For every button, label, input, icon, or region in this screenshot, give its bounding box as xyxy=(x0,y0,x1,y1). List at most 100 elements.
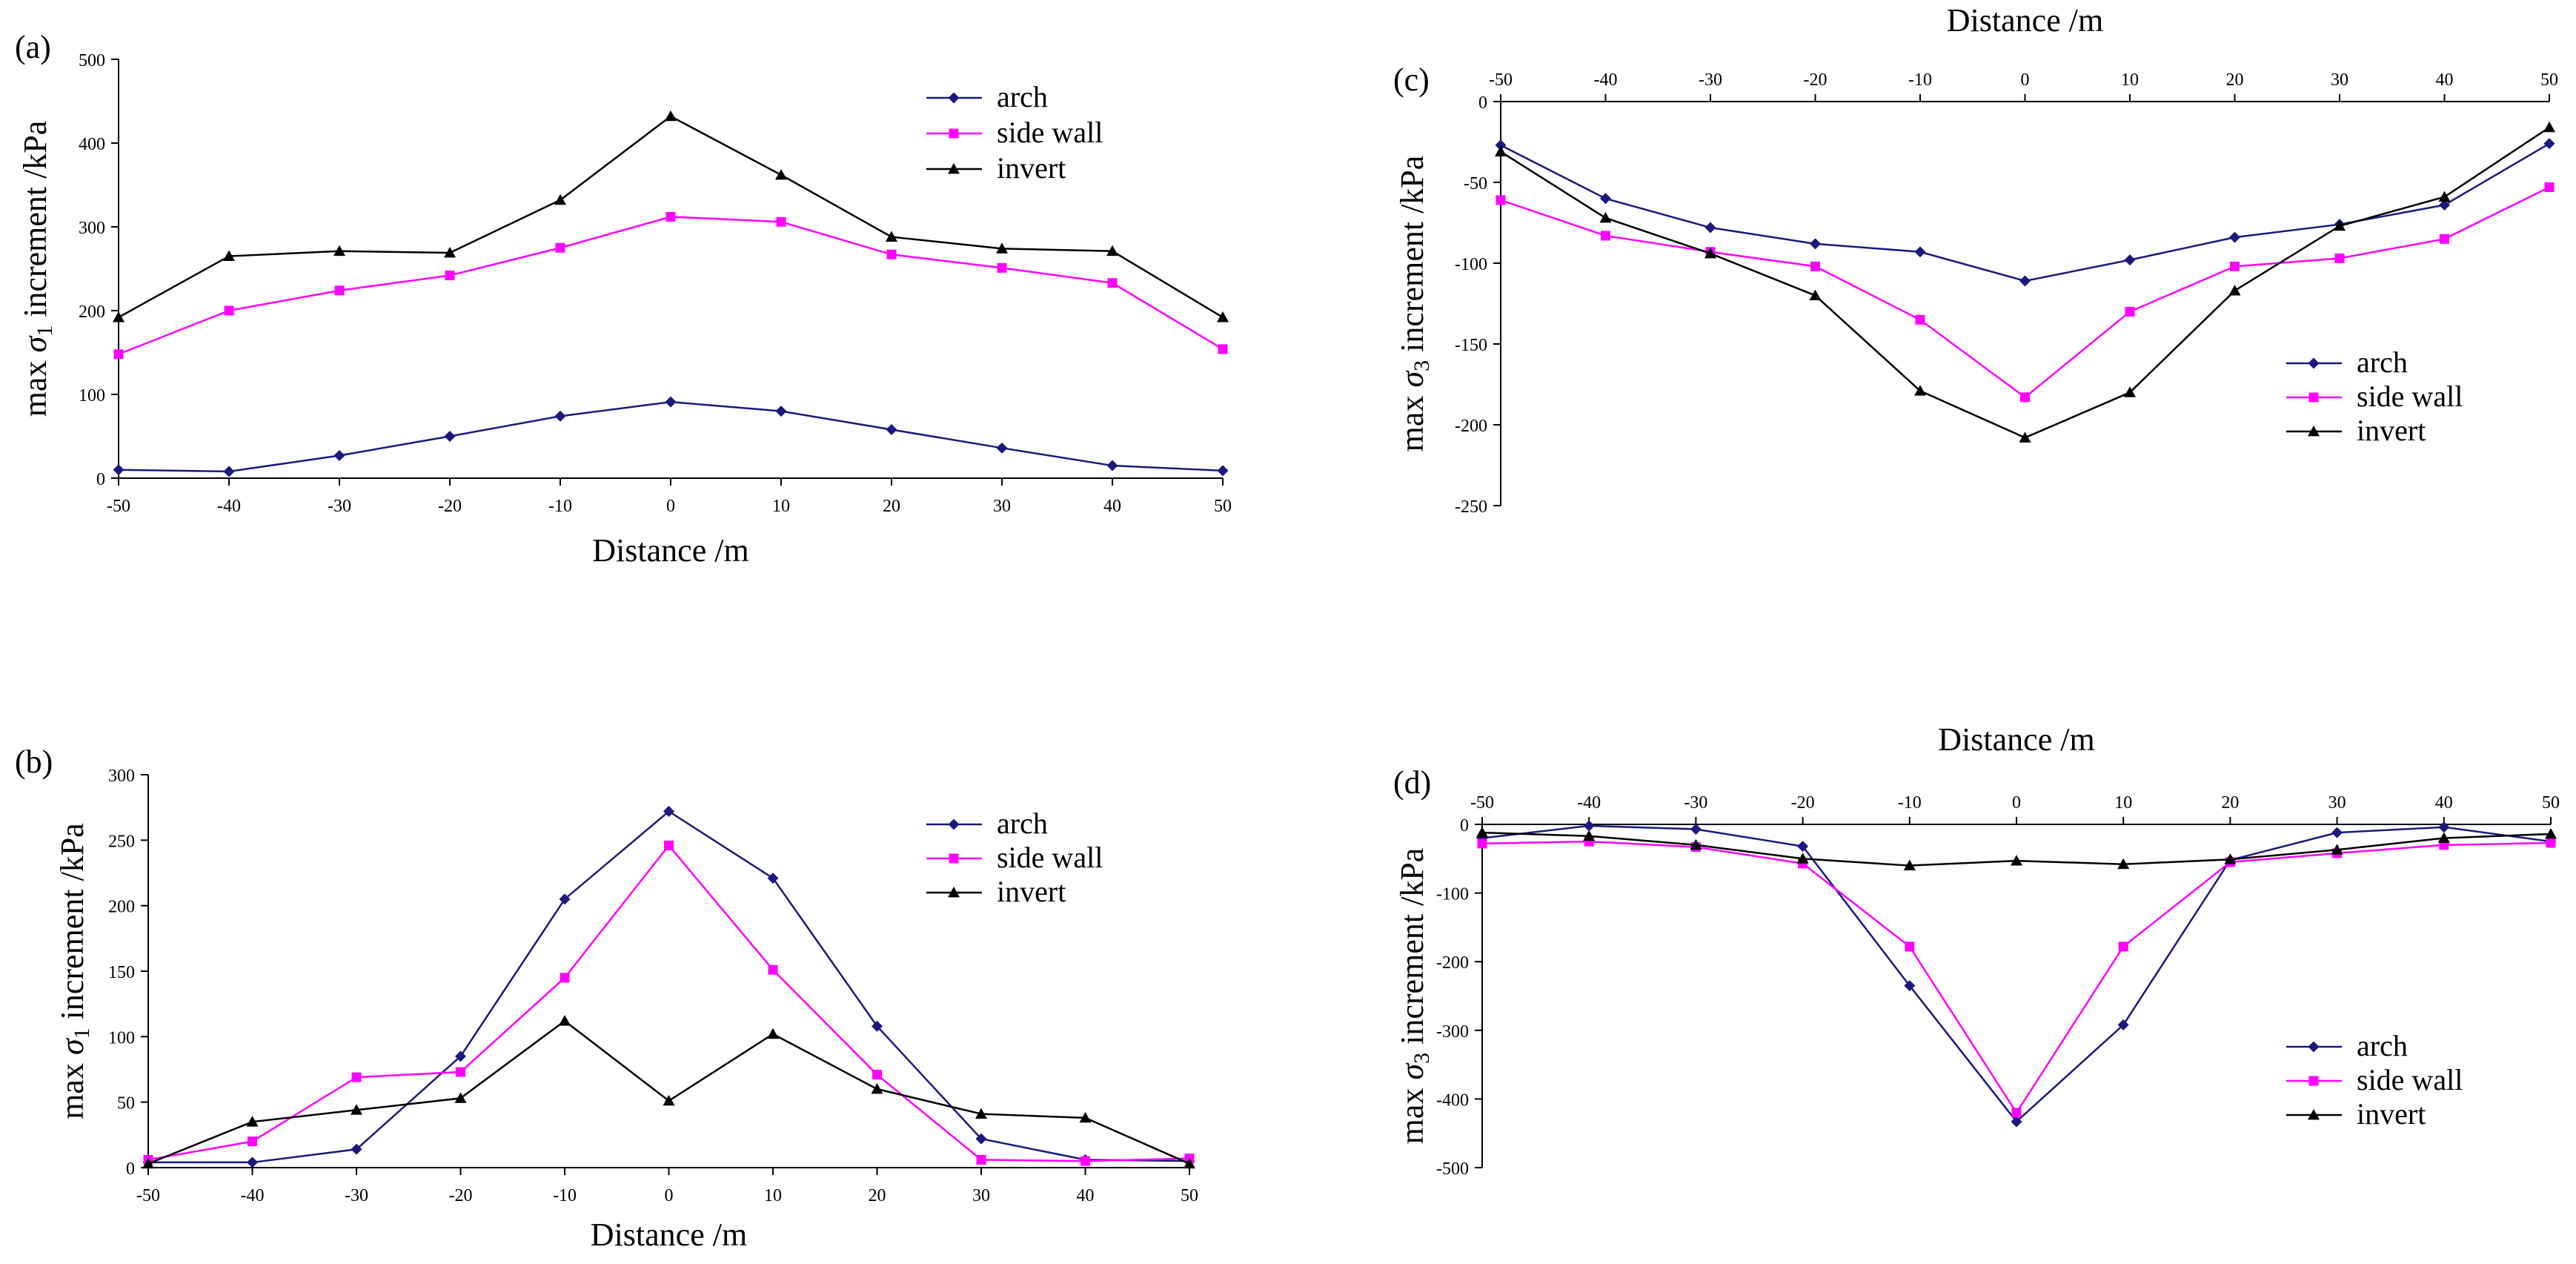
y-tick-label: 100 xyxy=(79,386,105,406)
x-tick-label: -20 xyxy=(438,497,462,516)
data-point xyxy=(560,973,570,983)
data-point xyxy=(1915,314,1925,325)
series-line xyxy=(147,1019,1190,1165)
data-point xyxy=(2124,254,2136,266)
x-tick-label: -40 xyxy=(1577,793,1601,813)
legend-marker xyxy=(949,853,959,864)
data-point xyxy=(444,247,456,258)
y-tick-label: -100 xyxy=(1455,255,1487,274)
data-point xyxy=(1914,385,1926,396)
data-point xyxy=(1476,827,1488,838)
data-point xyxy=(665,211,676,222)
legend-marker xyxy=(948,163,960,174)
data-point xyxy=(2439,199,2450,211)
x-tick-label: -10 xyxy=(553,1186,577,1205)
data-point xyxy=(113,464,125,476)
y-axis-title-symbol: σ xyxy=(1394,1062,1430,1080)
y-axis-title-symbol: σ xyxy=(1394,370,1430,388)
x-tick-label: 10 xyxy=(2114,793,2132,813)
data-point xyxy=(996,242,1008,254)
data-point xyxy=(2011,855,2022,866)
data-point xyxy=(247,1157,258,1168)
data-point xyxy=(1704,222,1716,234)
x-tick-label: -10 xyxy=(1908,70,1932,90)
y-tick-label: 200 xyxy=(79,302,105,322)
data-point xyxy=(1107,278,1118,288)
data-point xyxy=(455,1050,466,1062)
x-tick-label: 30 xyxy=(2331,70,2348,90)
data-point xyxy=(2543,121,2555,133)
data-point xyxy=(223,250,235,261)
x-tick-label: -50 xyxy=(1489,70,1513,90)
x-tick-label: -20 xyxy=(449,1186,473,1205)
x-tick-label: 10 xyxy=(772,497,790,516)
data-point xyxy=(2438,191,2451,202)
x-tick-label: -30 xyxy=(1699,70,1722,90)
x-tick-label: -10 xyxy=(1898,793,1922,813)
legend-marker xyxy=(948,887,960,898)
data-point xyxy=(2438,821,2450,833)
data-point xyxy=(1809,289,1822,300)
data-point xyxy=(872,1020,883,1032)
y-axis-title: max σ1 increment /kPa xyxy=(54,823,94,1119)
data-point xyxy=(776,216,786,227)
data-point xyxy=(113,311,125,322)
data-point xyxy=(1690,838,1702,850)
data-point xyxy=(1796,853,1809,864)
data-point xyxy=(886,249,897,259)
panel-label: (b) xyxy=(15,744,53,780)
y-tick-label: -200 xyxy=(1436,953,1469,973)
x-tick-label: 20 xyxy=(2221,793,2239,813)
x-axis-title: Distance /m xyxy=(591,1217,747,1253)
data-point xyxy=(976,1154,986,1165)
x-tick-label: 20 xyxy=(869,1186,886,1205)
data-point xyxy=(1496,195,1506,205)
data-point xyxy=(554,410,566,422)
legend-marker xyxy=(948,92,960,104)
y-axis-title-subscript: 3 xyxy=(1410,1053,1434,1064)
series-line xyxy=(118,400,1224,473)
y-axis-title-post: increment /kPa xyxy=(1394,848,1430,1053)
x-tick-label: 0 xyxy=(665,1186,674,1205)
data-point xyxy=(1106,460,1118,471)
y-axis-title: max σ3 increment /kPa xyxy=(1394,848,1434,1145)
x-tick-label: 40 xyxy=(2435,793,2453,813)
data-point xyxy=(1495,145,1507,156)
legend-label: side wall xyxy=(2357,1063,2463,1096)
x-tick-label: 50 xyxy=(1181,1186,1198,1205)
y-tick-label: 300 xyxy=(79,219,105,238)
x-tick-label: 0 xyxy=(666,497,675,516)
x-tick-label: -50 xyxy=(1470,793,1494,813)
series-line xyxy=(118,216,1224,355)
y-tick-label: -100 xyxy=(1436,885,1469,904)
x-tick-label: -30 xyxy=(345,1186,368,1205)
data-point xyxy=(1106,245,1118,257)
legend-label: arch xyxy=(2357,1029,2408,1062)
data-point xyxy=(1583,820,1595,832)
data-point xyxy=(2230,261,2240,271)
legend-label: side wall xyxy=(997,116,1103,149)
y-tick-label: 200 xyxy=(108,898,135,917)
data-point xyxy=(1601,231,1610,241)
data-point xyxy=(1600,193,1611,205)
x-tick-label: -10 xyxy=(548,497,572,516)
legend-label: arch xyxy=(997,807,1048,840)
y-tick-label: 0 xyxy=(96,470,105,489)
y-tick-label: 50 xyxy=(117,1094,135,1114)
x-tick-label: -50 xyxy=(107,497,130,516)
legend-marker xyxy=(2308,426,2320,437)
y-axis-title-post: increment /kPa xyxy=(1394,156,1430,360)
x-tick-label: -30 xyxy=(1684,793,1707,813)
x-tick-label: 30 xyxy=(972,1186,990,1205)
data-point xyxy=(1704,247,1716,259)
data-point xyxy=(975,1108,987,1119)
chart-panel: (a) 0 100 200 300 400 500 -50 -40 -30 -20 -10 0 10 20 3… xyxy=(15,29,1232,569)
data-point xyxy=(1810,261,1820,271)
data-point xyxy=(1477,838,1487,849)
data-point xyxy=(2125,306,2135,317)
data-point xyxy=(2440,234,2449,244)
data-point xyxy=(1079,1111,1092,1123)
